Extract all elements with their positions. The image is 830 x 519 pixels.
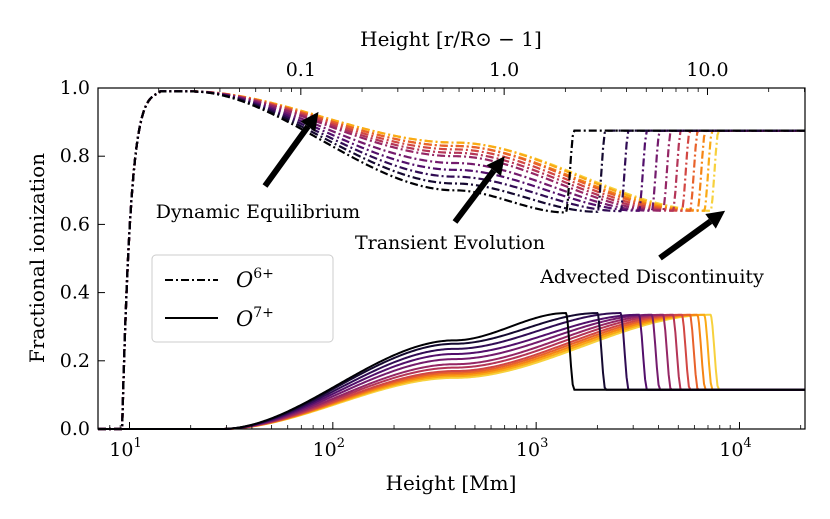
annotation-arrow-head	[300, 111, 319, 132]
annotation-arrow-shaft	[452, 168, 497, 224]
y-tick-label: 0.0	[60, 418, 90, 440]
y-tick-label: 0.6	[60, 213, 90, 235]
x-axis-label: Height [Mm]	[386, 471, 517, 495]
legend-box	[151, 254, 334, 343]
plot-frame	[97, 87, 806, 430]
annotations: Dynamic Equilibrium Transient Evolution Ad…	[156, 111, 764, 288]
y-tick-label: 1.0	[60, 77, 90, 99]
legend: O6+ O7+	[151, 254, 334, 343]
annotation-text: Dynamic Equilibrium	[156, 201, 360, 223]
y-tick-label: 0.8	[60, 145, 90, 167]
legend-label-o6: O6+	[236, 266, 274, 292]
x-tick-label: 101	[109, 436, 141, 461]
axes: 101 102 103 104 0.0 0.2 0.4 0.6 0.8 1.0 0.1 1.0 10.0	[60, 59, 805, 461]
annotation-arrow-head	[705, 210, 726, 229]
annotation-arrow-shaft	[262, 124, 311, 188]
y-axis-label: Fractional ionization	[25, 153, 49, 363]
o6-series-line	[98, 90, 805, 431]
x-tick-label: 104	[719, 436, 751, 461]
top-x-tick-label: 10.0	[686, 59, 728, 81]
annotation-text: Transient Evolution	[355, 232, 545, 254]
top-x-tick-label: 1.0	[489, 59, 519, 81]
top-x-tick-label: 0.1	[286, 59, 316, 81]
x-tick-label: 102	[313, 436, 345, 461]
legend-label-o7: O7+	[236, 305, 274, 331]
y-tick-label: 0.2	[60, 350, 90, 372]
y-tick-label: 0.4	[60, 282, 90, 304]
top-x-axis-label: Height [r/R⊙ − 1]	[360, 27, 542, 51]
annotation-arrow-shaft	[658, 218, 713, 261]
annotation-text: Advected Discontinuity	[539, 266, 764, 288]
x-tick-label: 103	[516, 436, 548, 461]
annotation-arrow-head	[486, 156, 505, 176]
